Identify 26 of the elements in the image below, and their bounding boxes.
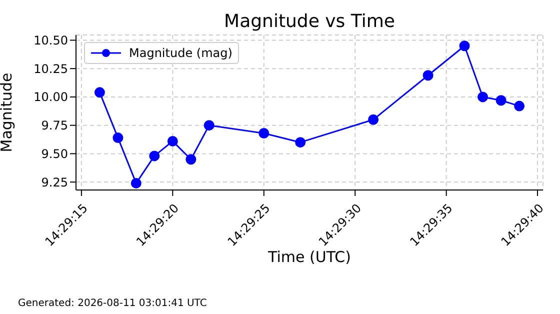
point bbox=[167, 136, 178, 146]
point bbox=[186, 154, 196, 165]
chart-title: Magnitude vs Time bbox=[223, 11, 396, 32]
legend-label: Magnitude (mag) bbox=[129, 46, 232, 60]
point bbox=[204, 120, 214, 131]
point bbox=[112, 132, 124, 144]
point bbox=[130, 178, 142, 188]
point bbox=[94, 87, 105, 98]
y-tick-label: 9.75 bbox=[41, 118, 68, 133]
y-tick-label: 9.25 bbox=[41, 175, 68, 190]
point bbox=[295, 137, 306, 148]
x-axis-title: Time (UTC) bbox=[267, 248, 351, 266]
point bbox=[514, 100, 525, 112]
point bbox=[459, 40, 470, 52]
y-tick-label: 10.00 bbox=[34, 90, 68, 104]
point bbox=[258, 128, 270, 139]
y-tick-label: 10.50 bbox=[34, 33, 68, 48]
point bbox=[149, 150, 160, 162]
y-tick-label: 10.25 bbox=[34, 62, 68, 76]
y-tick-label: 9.50 bbox=[41, 146, 68, 161]
point bbox=[422, 70, 434, 81]
y-axis-title: Magnitude bbox=[0, 72, 16, 152]
point bbox=[496, 95, 506, 106]
text: Generated: 2026-08-11 03:01:41 UTC bbox=[18, 298, 207, 309]
point bbox=[478, 92, 488, 102]
point bbox=[368, 114, 379, 125]
